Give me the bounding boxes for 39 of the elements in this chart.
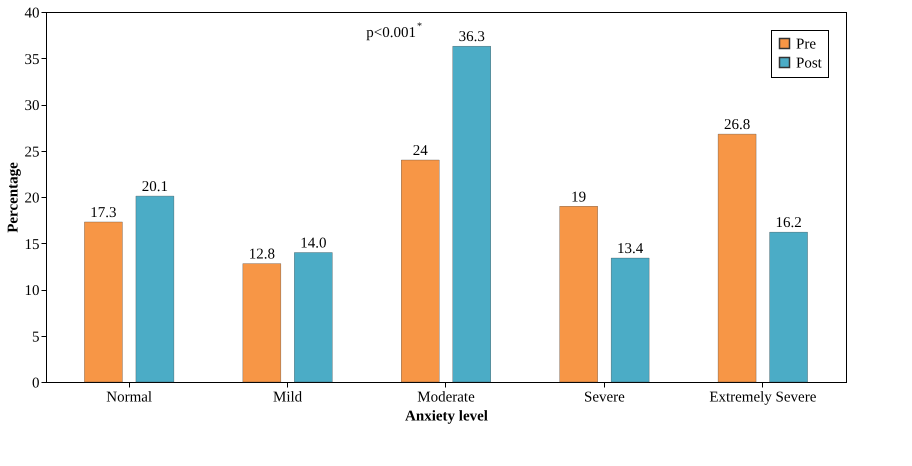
bar <box>560 206 598 382</box>
bar <box>611 258 650 382</box>
data-label: 36.3 <box>458 29 485 46</box>
x-tick-label: Moderate <box>417 390 476 406</box>
y-tick-label: 0 <box>32 376 40 392</box>
data-label: 13.4 <box>617 241 644 258</box>
legend-label: Post <box>796 56 823 72</box>
bar <box>294 252 332 382</box>
y-tick-label: 25 <box>24 144 40 160</box>
bar <box>718 134 756 382</box>
y-tick-label: 10 <box>24 283 40 299</box>
x-axis-title: Anxiety level <box>405 408 488 424</box>
data-label: 26.8 <box>724 117 750 134</box>
data-label: 14.0 <box>300 236 326 252</box>
data-label: 24 <box>412 143 428 159</box>
bar <box>769 232 808 382</box>
y-tick-label: 15 <box>24 236 40 253</box>
bar <box>84 222 123 382</box>
x-tick-label: Mild <box>272 390 303 406</box>
y-tick-label: 20 <box>24 190 40 206</box>
bar <box>401 160 440 382</box>
data-label: 16.2 <box>775 215 802 232</box>
bar <box>452 46 491 382</box>
x-tick-label: Normal <box>106 390 152 406</box>
y-tick-label: 40 <box>24 6 40 22</box>
data-label: 17.3 <box>90 204 117 221</box>
legend-label: Pre <box>796 36 816 52</box>
x-tick-label: Extremely Severe <box>709 390 817 406</box>
y-axis-title: Percentage <box>6 162 22 233</box>
bar <box>136 196 174 382</box>
data-label: 19 <box>571 189 586 206</box>
data-label: 12.8 <box>248 246 275 263</box>
annotation: p<0.001* <box>366 21 422 41</box>
y-tick-label: 5 <box>32 329 40 346</box>
x-tick-label: Severe <box>584 390 626 406</box>
y-tick-label: 30 <box>24 98 40 114</box>
data-label: 20.1 <box>142 179 168 196</box>
y-tick-label: 35 <box>24 52 40 68</box>
bar <box>242 263 281 382</box>
